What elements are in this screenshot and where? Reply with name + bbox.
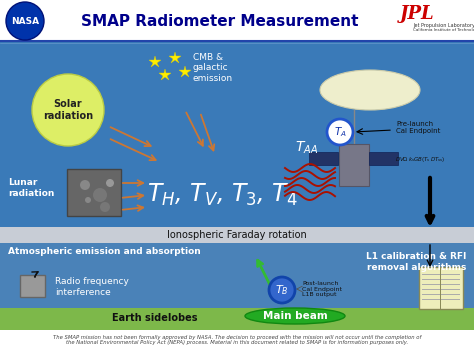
Text: Lunar
radiation: Lunar radiation	[8, 178, 55, 198]
Text: Pre-launch
Cal Endpoint: Pre-launch Cal Endpoint	[396, 121, 440, 135]
Circle shape	[106, 179, 114, 187]
FancyBboxPatch shape	[370, 152, 399, 164]
FancyBboxPatch shape	[0, 227, 474, 243]
FancyBboxPatch shape	[67, 169, 121, 216]
Circle shape	[85, 197, 91, 203]
Text: Atmospheric emission and absorption: Atmospheric emission and absorption	[8, 247, 201, 257]
Text: NASA: NASA	[11, 16, 39, 26]
Ellipse shape	[32, 74, 104, 146]
Text: Jet Propulsion Laboratory: Jet Propulsion Laboratory	[413, 22, 474, 27]
Text: Solar
radiation: Solar radiation	[43, 99, 93, 121]
Text: $T_{AA}$: $T_{AA}$	[295, 140, 318, 156]
Text: Main beam: Main beam	[263, 311, 328, 321]
Circle shape	[327, 119, 353, 145]
FancyBboxPatch shape	[0, 42, 474, 227]
Text: L1 calibration & RFI
removal algorithms: L1 calibration & RFI removal algorithms	[365, 252, 466, 272]
Circle shape	[93, 188, 107, 202]
FancyBboxPatch shape	[0, 330, 474, 355]
Text: $DV\Omega\,k_s GB(T_s\,DT_{ss})$: $DV\Omega\,k_s GB(T_s\,DT_{ss})$	[395, 155, 446, 164]
Text: JPL: JPL	[400, 5, 435, 23]
Text: $T_B$: $T_B$	[275, 283, 289, 297]
Text: The SMAP mission has not been formally approved by NASA. The decision to proceed: The SMAP mission has not been formally a…	[53, 335, 421, 345]
Text: Earth sidelobes: Earth sidelobes	[112, 313, 198, 323]
FancyBboxPatch shape	[0, 243, 474, 308]
FancyBboxPatch shape	[310, 152, 338, 164]
Text: California Institute of Technology: California Institute of Technology	[413, 28, 474, 32]
Circle shape	[100, 202, 110, 212]
Circle shape	[269, 277, 295, 303]
Text: Post-launch
Cal Endpoint
L1B output: Post-launch Cal Endpoint L1B output	[302, 281, 342, 297]
Ellipse shape	[320, 70, 420, 110]
Text: Ionospheric Faraday rotation: Ionospheric Faraday rotation	[167, 230, 307, 240]
Text: $T_A$: $T_A$	[334, 125, 346, 139]
FancyBboxPatch shape	[339, 144, 369, 186]
Text: CMB &
galactic
emission: CMB & galactic emission	[193, 53, 233, 83]
Circle shape	[80, 180, 90, 190]
Text: SMAP Radiometer Measurement: SMAP Radiometer Measurement	[81, 15, 359, 29]
Text: $T_H$, $T_V$, $T_3$, $T_4$: $T_H$, $T_V$, $T_3$, $T_4$	[146, 182, 297, 208]
FancyBboxPatch shape	[0, 0, 474, 42]
Text: Radio frequency
interference: Radio frequency interference	[55, 277, 129, 297]
FancyBboxPatch shape	[0, 308, 474, 330]
FancyBboxPatch shape	[20, 275, 45, 297]
Ellipse shape	[245, 308, 345, 324]
FancyBboxPatch shape	[419, 267, 463, 309]
Circle shape	[6, 2, 44, 40]
